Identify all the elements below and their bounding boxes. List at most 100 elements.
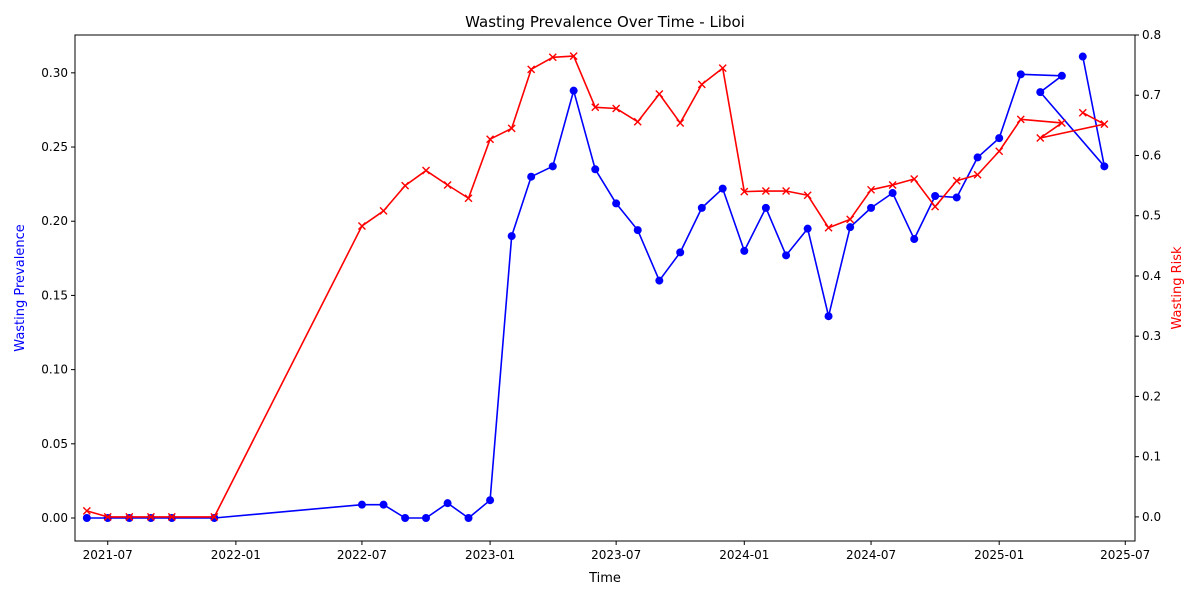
data-point	[167, 514, 176, 522]
data-point	[633, 226, 642, 235]
data-point	[697, 80, 706, 89]
data-point	[357, 500, 366, 509]
right-tick-label: 0.8	[1142, 28, 1161, 42]
data-point	[591, 165, 600, 174]
data-point	[422, 514, 431, 522]
data-point	[931, 192, 940, 200]
data-point	[867, 203, 876, 212]
series-left	[82, 52, 1109, 522]
data-point	[1036, 88, 1045, 97]
left-tick-label: 0.30	[41, 66, 68, 80]
data-point	[910, 235, 919, 244]
data-point	[1100, 120, 1109, 129]
data-point	[1078, 108, 1087, 117]
right-tick-label: 0.7	[1142, 88, 1161, 102]
data-point	[931, 202, 940, 211]
x-axis-title: Time	[588, 571, 621, 586]
data-point	[569, 86, 578, 95]
data-point	[464, 194, 473, 203]
data-point	[824, 312, 833, 321]
x-tick-label: 2021-07	[83, 548, 133, 562]
data-point	[1078, 52, 1087, 61]
data-point	[548, 162, 557, 171]
data-point	[103, 512, 112, 521]
data-point	[740, 187, 749, 196]
right-tick-label: 0.4	[1142, 269, 1161, 283]
data-point	[740, 246, 749, 255]
data-point	[995, 147, 1004, 156]
data-point	[718, 184, 727, 193]
data-point	[803, 224, 812, 233]
x-tick-label: 2024-07	[846, 548, 896, 562]
x-tick-label: 2022-07	[337, 548, 387, 562]
data-point	[676, 248, 685, 257]
data-point	[846, 215, 855, 224]
data-point	[357, 221, 366, 230]
right-tick-label: 0.0	[1142, 510, 1161, 524]
right-tick-label: 0.1	[1142, 450, 1161, 464]
data-point	[443, 499, 452, 508]
data-point	[82, 506, 91, 515]
left-tick-label: 0.20	[41, 214, 68, 228]
left-tick-label: 0.15	[41, 288, 68, 302]
right-tick-label: 0.6	[1142, 148, 1161, 162]
left-tick-label: 0.25	[41, 140, 68, 154]
data-point	[146, 512, 155, 521]
x-tick-label: 2024-01	[719, 548, 769, 562]
data-point	[824, 223, 833, 232]
data-point	[1016, 70, 1025, 79]
x-tick-label: 2023-01	[465, 548, 515, 562]
series-right	[82, 52, 1109, 521]
data-point	[125, 512, 134, 521]
data-point	[527, 172, 536, 181]
data-point	[952, 193, 961, 202]
data-point	[401, 514, 410, 522]
data-point	[612, 104, 621, 113]
plot-frame	[74, 34, 1136, 542]
x-tick-label: 2025-07	[1100, 548, 1150, 562]
data-point	[782, 187, 791, 196]
data-point	[803, 191, 812, 200]
x-tick-label: 2025-01	[974, 548, 1024, 562]
data-point	[1016, 115, 1025, 124]
data-point	[379, 500, 388, 509]
left-tick-label: 0.00	[41, 511, 68, 525]
data-point	[612, 199, 621, 208]
x-tick-label: 2023-07	[591, 548, 641, 562]
data-point	[761, 203, 770, 212]
data-point	[103, 514, 112, 522]
data-point	[888, 189, 897, 198]
right-tick-label: 0.5	[1142, 209, 1161, 223]
data-point	[973, 153, 982, 162]
data-point	[1036, 134, 1045, 143]
series-line-left	[86, 56, 1106, 519]
data-point	[443, 180, 452, 189]
data-point	[146, 514, 155, 522]
data-point	[1057, 71, 1066, 80]
data-point	[782, 251, 791, 260]
data-point	[486, 135, 495, 144]
data-point	[633, 117, 642, 126]
data-point	[952, 176, 961, 185]
data-point	[210, 514, 219, 522]
data-point	[486, 496, 495, 505]
data-point	[548, 53, 557, 62]
data-point	[910, 174, 919, 183]
data-point	[995, 134, 1004, 143]
data-point	[379, 206, 388, 215]
data-point	[718, 64, 727, 73]
data-point	[846, 223, 855, 232]
data-point	[888, 180, 897, 189]
x-tick-label: 2022-01	[211, 548, 261, 562]
data-point	[1100, 162, 1109, 171]
data-point	[464, 514, 473, 522]
series-line-right	[86, 55, 1106, 518]
right-tick-label: 0.2	[1142, 389, 1161, 403]
data-point	[125, 514, 134, 522]
axes-layer: 2021-07 2022-01 2022-07 2023-01 2023-07 2024-…	[41, 28, 1161, 562]
data-point	[655, 90, 664, 99]
left-tick-label: 0.10	[41, 363, 68, 377]
data-point	[422, 166, 431, 175]
data-point	[697, 203, 706, 212]
